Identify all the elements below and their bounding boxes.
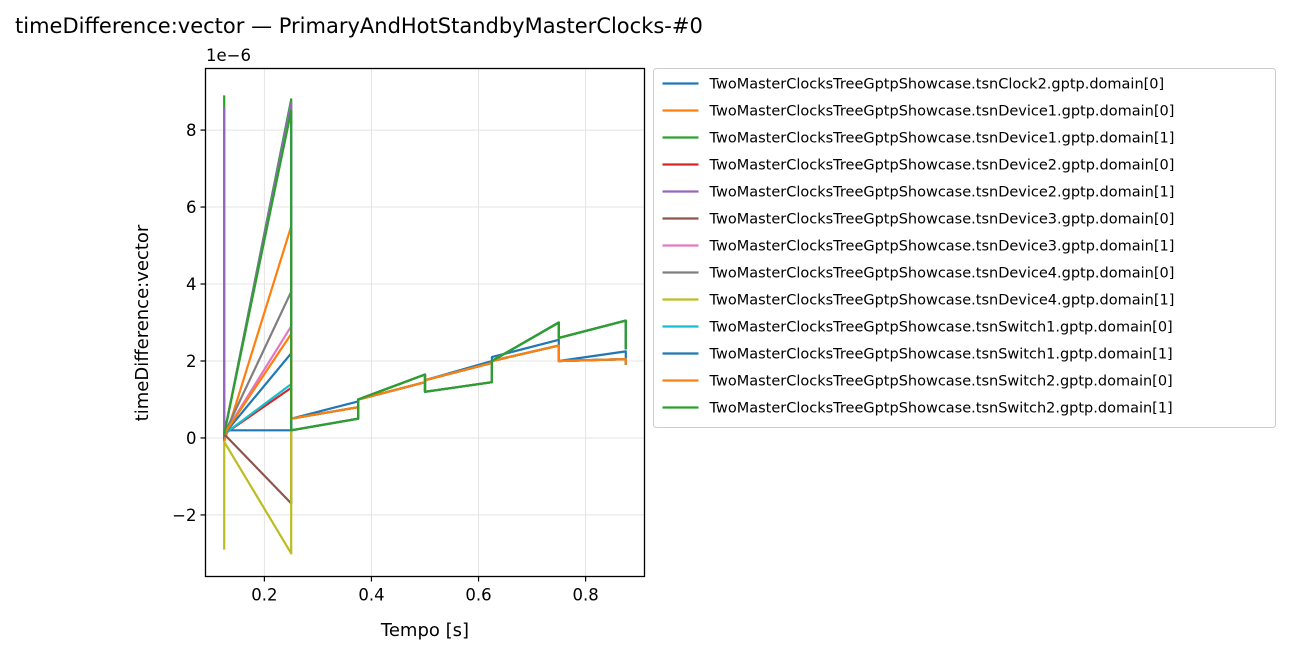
legend-label: TwoMasterClocksTreeGptpShowcase.tsnDevic… — [709, 293, 1175, 309]
legend-label: TwoMasterClocksTreeGptpShowcase.tsnSwitc… — [709, 401, 1173, 417]
legend: TwoMasterClocksTreeGptpShowcase.tsnClock… — [653, 68, 1276, 428]
y-tick-label: −2 — [172, 506, 196, 525]
legend-label: TwoMasterClocksTreeGptpShowcase.tsnDevic… — [709, 212, 1175, 228]
x-tick-label: 0.2 — [251, 586, 277, 605]
legend-label: TwoMasterClocksTreeGptpShowcase.tsnClock… — [709, 77, 1165, 93]
series-line-2 — [223, 225, 627, 443]
y-tick-label: 2 — [186, 352, 197, 371]
axis-ticks: 0.2 0.4 0.6 0.8 −2 0 2 4 6 8 — [172, 121, 599, 604]
legend-label: TwoMasterClocksTreeGptpShowcase.tsnDevic… — [709, 239, 1175, 255]
y-tick-label: 0 — [186, 429, 197, 448]
series-lines — [223, 95, 627, 555]
legend-label: TwoMasterClocksTreeGptpShowcase.tsnDevic… — [709, 266, 1175, 282]
x-axis-label: Tempo [s] — [380, 620, 469, 641]
series-line-6 — [223, 344, 627, 505]
legend-label: TwoMasterClocksTreeGptpShowcase.tsnSwitc… — [709, 374, 1173, 390]
plot-frame — [204, 67, 646, 578]
y-tick-label: 6 — [186, 198, 197, 217]
series-line-9 — [223, 319, 627, 555]
chart-title: timeDifference:vector — PrimaryAndHotSta… — [15, 14, 703, 38]
legend-label: TwoMasterClocksTreeGptpShowcase.tsnDevic… — [709, 131, 1175, 147]
y-tick-label: 8 — [186, 121, 197, 140]
legend-label: TwoMasterClocksTreeGptpShowcase.tsnDevic… — [709, 158, 1175, 174]
x-tick-label: 0.6 — [465, 586, 491, 605]
legend-label: TwoMasterClocksTreeGptpShowcase.tsnSwitc… — [709, 320, 1173, 336]
legend-label: TwoMasterClocksTreeGptpShowcase.tsnDevic… — [709, 104, 1175, 120]
legend-box — [653, 68, 1276, 428]
series-line-13 — [223, 109, 627, 435]
y-axis-label: timeDifference:vector — [132, 224, 153, 421]
y-offset-text: 1e−6 — [206, 46, 251, 65]
legend-label: TwoMasterClocksTreeGptpShowcase.tsnSwitc… — [709, 347, 1173, 363]
x-tick-label: 0.8 — [572, 586, 598, 605]
x-tick-label: 0.4 — [358, 586, 384, 605]
grid — [205, 68, 645, 577]
y-tick-label: 4 — [186, 275, 197, 294]
legend-label: TwoMasterClocksTreeGptpShowcase.tsnDevic… — [709, 185, 1175, 201]
